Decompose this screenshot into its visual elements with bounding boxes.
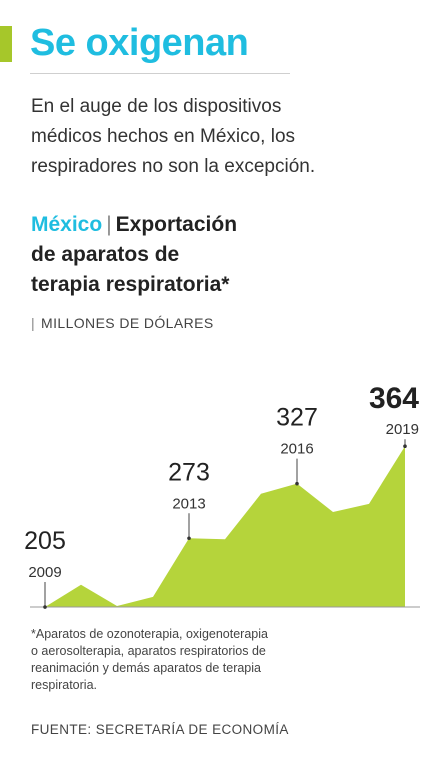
year-label: 2016 (280, 441, 313, 458)
value-label: 273 (168, 458, 210, 486)
area-chart: 205 2009 273 2013 327 2016 364 2019 (24, 382, 420, 609)
units-separator: | (31, 315, 36, 331)
units-label: MILLONES DE DÓLARES (41, 315, 214, 331)
footnote: *Aparatos de ozonoterapia, oxigenoterapi… (31, 626, 381, 694)
data-point (187, 536, 191, 541)
footnote-line: o aerosolterapia, aparatos respiratorios… (31, 644, 266, 658)
area-series (45, 446, 405, 607)
chart-title-line: de aparatos de (31, 243, 180, 266)
deck: En el auge de los dispositivos médicos h… (31, 92, 431, 182)
chart-units: | MILLONES DE DÓLARES (31, 315, 214, 331)
title-separator: | (106, 213, 112, 236)
headline-divider (30, 73, 290, 74)
data-point (403, 444, 407, 449)
data-annotations: 205 2009 273 2013 327 2016 364 2019 (24, 382, 419, 609)
deck-line: respiradores no son la excepción. (31, 156, 316, 177)
accent-bar (0, 26, 12, 62)
chart-title-country: México (31, 213, 103, 236)
footnote-line: *Aparatos de ozonoterapia, oxigenoterapi… (31, 627, 268, 641)
chart-title-line: terapia respiratoria* (31, 273, 230, 296)
source-credit: FUENTE: SECRETARÍA DE ECONOMÍA (31, 722, 289, 737)
headline: Se oxigenan (30, 22, 249, 64)
footnote-line: respiratoria. (31, 678, 97, 692)
value-label: 205 (24, 527, 66, 555)
value-label: 327 (276, 404, 318, 432)
deck-line: En el auge de los dispositivos (31, 96, 282, 117)
data-point (43, 605, 47, 609)
footnote-line: reanimación y demás aparatos de terapia (31, 661, 261, 675)
value-label: 364 (369, 382, 419, 415)
year-label: 2013 (172, 495, 205, 512)
year-label: 2019 (386, 421, 419, 438)
chart-title: México | Exportación de aparatos de terapi… (31, 210, 431, 300)
data-point (295, 481, 299, 486)
deck-line: médicos hechos en México, los (31, 126, 296, 147)
chart-title-line: México | Exportación (31, 210, 431, 240)
year-label: 2009 (28, 564, 61, 581)
chart-title-text: Exportación (115, 213, 238, 236)
